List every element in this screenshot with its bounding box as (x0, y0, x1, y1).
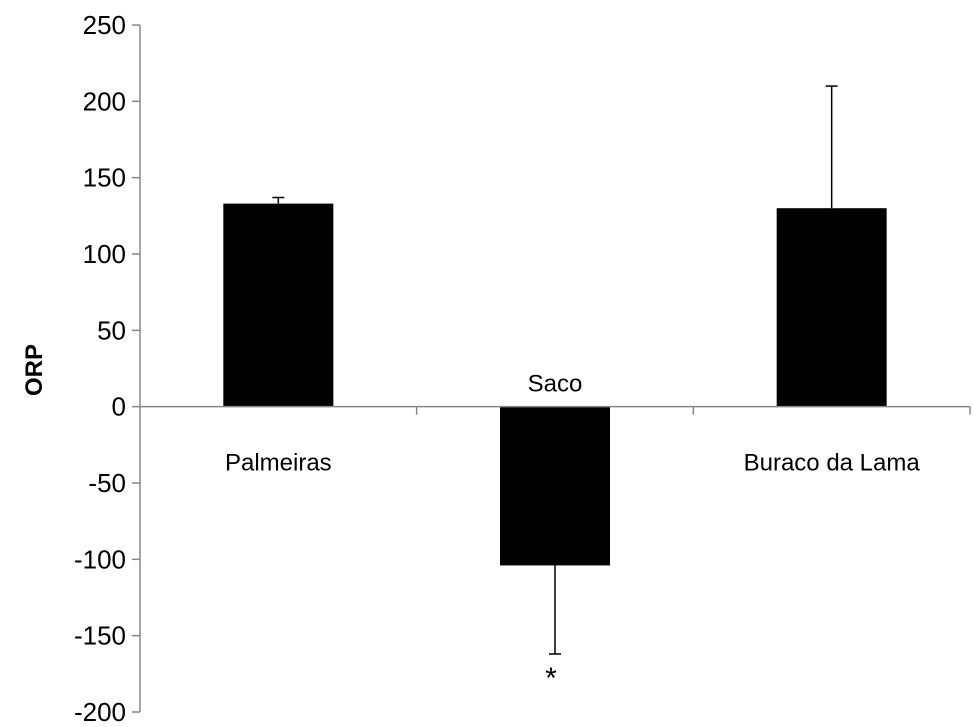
y-tick-label: -50 (88, 468, 126, 498)
y-tick-label: 200 (83, 86, 126, 116)
y-tick-label: 250 (83, 10, 126, 40)
bar-saco (500, 406, 610, 566)
bars-layer (223, 203, 887, 566)
category-label: Buraco da Lama (744, 450, 921, 477)
y-tick-label: -200 (74, 697, 126, 727)
category-label: Palmeiras (225, 450, 332, 477)
significance-annotation: * (545, 662, 557, 695)
y-tick-label: 150 (83, 163, 126, 193)
bar-buraco-da-lama (776, 208, 887, 407)
y-tick-label: -150 (74, 621, 126, 651)
y-tick-label: 100 (83, 239, 126, 269)
y-axis-title: ORP (21, 344, 48, 396)
y-tick-label: 0 (112, 392, 126, 422)
error-bars-layer (272, 85, 838, 655)
y-tick-label: -100 (74, 544, 126, 574)
category-label: Saco (528, 371, 583, 398)
axes-layer (132, 24, 971, 713)
y-tick-label: 50 (97, 315, 126, 345)
bar-palmeiras (223, 203, 334, 407)
labels-layer: 250 200 150 100 50 0 -50 -100 -150 -200 Palmeiras S… (74, 10, 920, 727)
